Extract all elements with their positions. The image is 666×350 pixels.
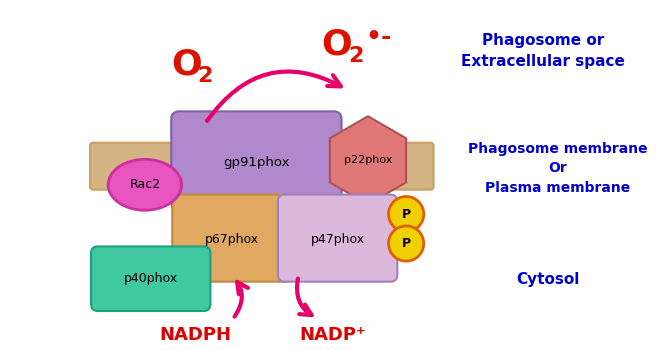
Circle shape (388, 197, 424, 232)
Ellipse shape (108, 159, 182, 210)
Text: O: O (321, 28, 352, 62)
Text: p67phox: p67phox (205, 233, 259, 246)
Text: O: O (171, 47, 202, 82)
Text: •-: •- (365, 25, 392, 49)
Text: Phagosome membrane
Or
Plasma membrane: Phagosome membrane Or Plasma membrane (468, 142, 647, 195)
FancyBboxPatch shape (172, 195, 292, 282)
Text: P: P (402, 237, 411, 250)
Text: NADPH: NADPH (160, 326, 232, 343)
FancyBboxPatch shape (171, 111, 342, 210)
Circle shape (388, 226, 424, 261)
Text: Rac2: Rac2 (129, 178, 161, 191)
Text: 2: 2 (198, 66, 213, 86)
Polygon shape (330, 116, 406, 204)
FancyBboxPatch shape (90, 143, 434, 190)
Text: gp91phox: gp91phox (223, 156, 290, 169)
Text: 2: 2 (348, 46, 364, 65)
Text: Phagosome or
Extracellular space: Phagosome or Extracellular space (462, 33, 625, 69)
Text: NADP⁺: NADP⁺ (300, 326, 366, 343)
FancyBboxPatch shape (278, 195, 398, 282)
Text: p40phox: p40phox (124, 272, 178, 285)
Text: Cytosol: Cytosol (516, 272, 579, 287)
FancyBboxPatch shape (91, 246, 210, 311)
Text: p47phox: p47phox (310, 233, 365, 246)
Text: p22phox: p22phox (344, 155, 392, 165)
Text: P: P (402, 208, 411, 220)
